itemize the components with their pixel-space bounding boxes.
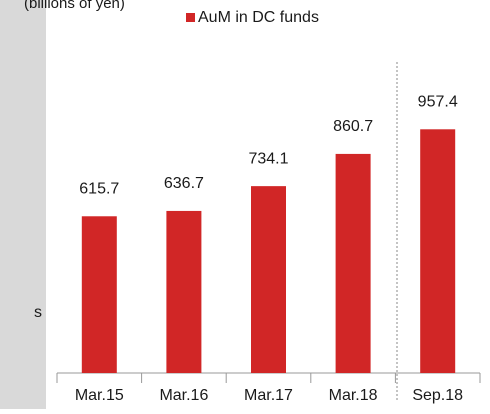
x-tick-label: Mar.16: [159, 387, 208, 404]
legend-swatch: [186, 13, 195, 22]
bar: [166, 210, 202, 373]
value-label: 860.7: [333, 118, 373, 135]
value-label: 957.4: [418, 94, 458, 111]
annotation: s: [34, 304, 42, 321]
bar: [335, 153, 371, 373]
side-panel: [0, 0, 46, 409]
chart-title: (billions of yen): [24, 0, 125, 12]
x-tick-label: Sep.18: [412, 387, 463, 404]
legend-label: AuM in DC funds: [198, 9, 319, 26]
bar: [251, 186, 286, 373]
value-label: 734.1: [248, 150, 288, 167]
bar: [420, 129, 456, 373]
value-label: 615.7: [79, 180, 119, 197]
x-tick-label: Mar.18: [329, 387, 378, 404]
x-tick-label: Mar.17: [244, 387, 293, 404]
value-label: 636.7: [164, 175, 204, 192]
x-tick-label: Mar.15: [75, 387, 124, 404]
bar: [81, 216, 117, 373]
